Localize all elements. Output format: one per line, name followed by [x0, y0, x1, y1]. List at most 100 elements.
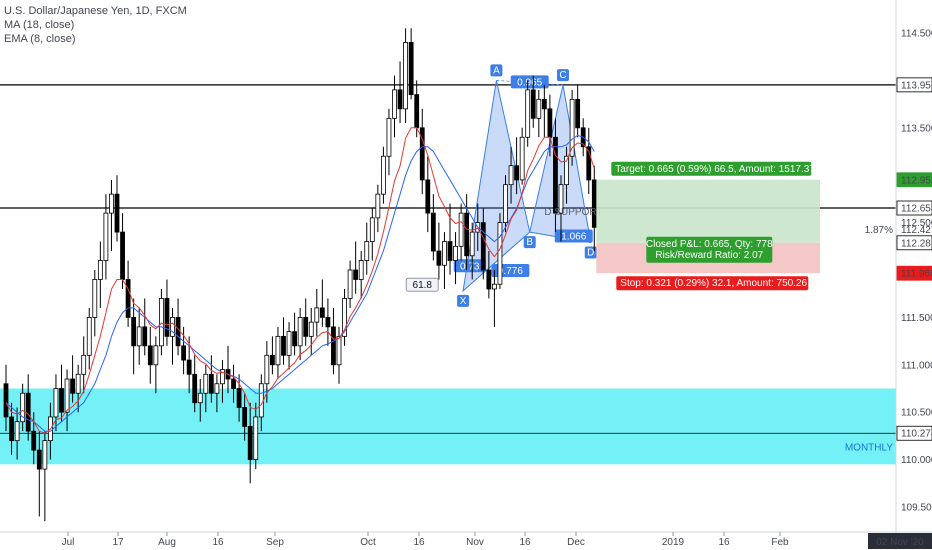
candle-body[interactable] — [497, 222, 503, 285]
candle-body[interactable] — [53, 388, 59, 418]
pattern-point-badge-x[interactable] — [457, 294, 470, 307]
candle-body[interactable] — [247, 426, 253, 461]
monthly-support-zone[interactable] — [0, 388, 896, 465]
candle-body[interactable] — [553, 136, 558, 214]
candle-body[interactable] — [358, 260, 364, 280]
candle-body[interactable] — [342, 298, 347, 337]
candle-body[interactable] — [380, 155, 386, 195]
candle-body[interactable] — [75, 373, 81, 394]
candle-body[interactable] — [231, 378, 236, 389]
candle-body[interactable] — [214, 383, 220, 394]
candle-body[interactable] — [564, 155, 569, 186]
candle-body[interactable] — [158, 298, 164, 347]
candle-body[interactable] — [292, 331, 298, 347]
candle-body[interactable] — [242, 407, 248, 427]
candle-body[interactable] — [569, 98, 575, 157]
candle-body[interactable] — [503, 184, 508, 223]
candle-body[interactable] — [192, 373, 198, 404]
candle-body[interactable] — [136, 326, 142, 347]
candle-body[interactable] — [558, 184, 564, 214]
pattern-point-badge-c[interactable] — [557, 69, 569, 82]
pattern-point-badge-d[interactable] — [584, 246, 597, 259]
candle-body[interactable] — [353, 269, 359, 280]
candle-body[interactable] — [314, 307, 320, 323]
candle-body[interactable] — [236, 388, 242, 408]
candle-body[interactable] — [430, 212, 436, 252]
candle-body[interactable] — [86, 316, 92, 356]
candle-body[interactable] — [20, 392, 26, 423]
candle-body[interactable] — [203, 373, 209, 394]
candle-body[interactable] — [530, 89, 536, 119]
candle-body[interactable] — [591, 179, 597, 228]
candle-body[interactable] — [325, 316, 331, 328]
legend-ema[interactable]: EMA (8, close) — [4, 33, 76, 45]
candle-body[interactable] — [175, 316, 181, 347]
candle-body[interactable] — [81, 354, 87, 375]
candle-body[interactable] — [109, 193, 114, 214]
candle-body[interactable] — [3, 383, 9, 418]
candle-body[interactable] — [536, 98, 542, 119]
candle-body[interactable] — [281, 335, 286, 356]
candle-body[interactable] — [547, 108, 553, 138]
candle-body[interactable] — [297, 316, 303, 347]
candle-body[interactable] — [36, 449, 42, 470]
candle-body[interactable] — [14, 421, 20, 442]
pattern-xab-triangle[interactable] — [462, 80, 531, 293]
candle-body[interactable] — [197, 392, 203, 404]
candle-body[interactable] — [92, 279, 98, 318]
candle-body[interactable] — [25, 392, 31, 432]
candle-body[interactable] — [319, 307, 325, 318]
candle-body[interactable] — [575, 98, 581, 129]
candle-body[interactable] — [453, 245, 458, 261]
candle-body[interactable] — [586, 146, 592, 181]
candle-body[interactable] — [541, 98, 547, 110]
candle-body[interactable] — [414, 94, 420, 129]
candle-body[interactable] — [397, 89, 403, 110]
candle-body[interactable] — [147, 345, 153, 366]
candle-body[interactable] — [253, 416, 259, 461]
candle-body[interactable] — [508, 165, 514, 186]
candle-body[interactable] — [336, 335, 342, 366]
candle-body[interactable] — [170, 316, 175, 337]
candle-body[interactable] — [408, 42, 414, 96]
candle-body[interactable] — [458, 212, 464, 247]
candle-body[interactable] — [208, 373, 214, 394]
candle-body[interactable] — [525, 89, 531, 138]
candle-body[interactable] — [347, 269, 353, 299]
candle-body[interactable] — [42, 440, 48, 470]
target-zone[interactable] — [596, 179, 820, 243]
candle-body[interactable] — [386, 117, 392, 157]
candle-body[interactable] — [442, 241, 447, 266]
legend-ma[interactable]: MA (18, close) — [4, 19, 75, 31]
candle-body[interactable] — [403, 42, 409, 110]
candle-body[interactable] — [375, 193, 381, 219]
candle-body[interactable] — [369, 217, 375, 242]
candle-body[interactable] — [9, 416, 14, 442]
candle-body[interactable] — [491, 283, 497, 290]
ema-line[interactable] — [5, 127, 595, 434]
candle-body[interactable] — [419, 127, 425, 181]
pattern-point-badge-a[interactable] — [490, 64, 503, 77]
candle-body[interactable] — [64, 378, 70, 413]
ma-line[interactable] — [5, 134, 595, 432]
candle-body[interactable] — [164, 298, 170, 337]
candle-body[interactable] — [269, 354, 275, 366]
candle-body[interactable] — [125, 279, 131, 318]
candle-body[interactable] — [181, 345, 187, 361]
candle-body[interactable] — [264, 354, 270, 385]
candle-body[interactable] — [97, 260, 103, 280]
candle-body[interactable] — [331, 326, 336, 366]
candle-body[interactable] — [480, 222, 486, 271]
candle-body[interactable] — [308, 321, 314, 337]
candle-body[interactable] — [258, 383, 264, 418]
candle-body[interactable] — [70, 378, 75, 394]
candle-body[interactable] — [469, 231, 475, 257]
candle-body[interactable] — [103, 212, 109, 261]
candle-body[interactable] — [114, 193, 120, 233]
candle-body[interactable] — [120, 231, 125, 280]
candle-body[interactable] — [486, 269, 492, 290]
candle-body[interactable] — [303, 316, 309, 337]
candle-body[interactable] — [447, 241, 453, 261]
